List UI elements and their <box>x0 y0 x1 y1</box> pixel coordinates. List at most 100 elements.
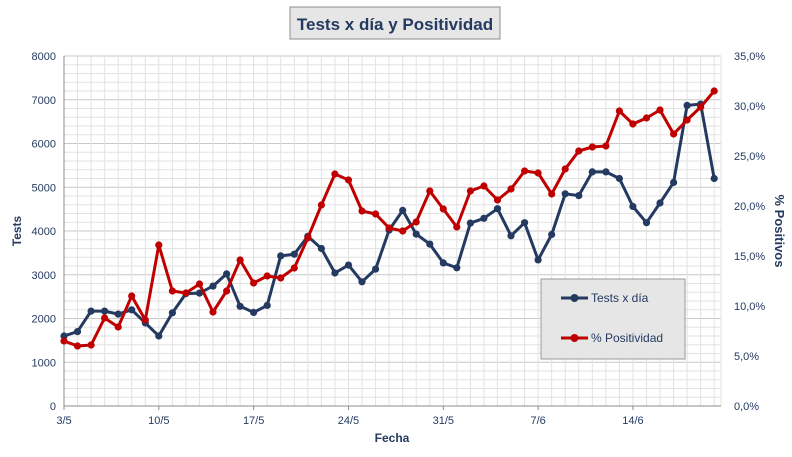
y-right-tick-label: 25,0% <box>734 151 765 163</box>
y-left-tick-label: 1000 <box>32 357 56 369</box>
data-point-positividad <box>60 337 68 345</box>
chart-title: Tests x día y Positividad <box>297 15 493 34</box>
y-right-tick-label: 30,0% <box>734 101 765 113</box>
data-point-positividad <box>615 107 624 115</box>
data-point-positividad <box>128 292 136 300</box>
data-point-tests <box>602 168 610 176</box>
legend-label-tests: Tests x día <box>591 291 649 305</box>
data-point-tests <box>277 252 285 260</box>
data-point-tests <box>344 261 353 269</box>
data-point-tests <box>615 174 624 183</box>
data-point-tests <box>114 310 122 318</box>
data-point-positividad <box>209 308 217 316</box>
y-right-tick-label: 35,0% <box>734 51 765 63</box>
data-point-tests <box>575 192 583 200</box>
data-point-tests <box>73 328 82 336</box>
legend: Tests x día % Positividad <box>540 278 686 360</box>
data-point-tests <box>548 230 556 239</box>
data-point-positividad <box>602 142 610 150</box>
data-point-tests <box>290 250 298 258</box>
y-right-tick-label: 5,0% <box>734 351 759 363</box>
data-point-positividad <box>304 234 312 242</box>
data-point-positividad <box>534 169 542 177</box>
data-point-positividad <box>412 218 420 226</box>
x-tick-label: 24/5 <box>338 415 359 427</box>
data-point-tests <box>642 219 651 227</box>
data-point-tests <box>453 264 461 272</box>
data-point-positividad <box>87 341 95 349</box>
data-point-tests <box>155 332 163 340</box>
data-point-positividad <box>426 187 434 195</box>
chart-title-box: Tests x día y Positividad <box>289 6 501 40</box>
y-right-tick-label: 0,0% <box>734 401 759 413</box>
data-point-positividad <box>466 187 474 195</box>
x-tick-label: 17/5 <box>243 415 264 427</box>
data-point-tests <box>710 174 718 183</box>
data-point-positividad <box>141 316 149 324</box>
legend-item-tests: Tests x día <box>561 291 649 305</box>
data-point-tests <box>480 214 488 222</box>
data-point-positividad <box>331 170 339 178</box>
y-right-tick-label: 20,0% <box>734 201 765 213</box>
data-point-positividad <box>453 223 461 231</box>
legend-item-positividad: % Positividad <box>561 331 663 345</box>
data-point-tests <box>670 178 678 186</box>
y-left-axis-title: Tests <box>10 215 24 246</box>
data-point-positividad <box>629 120 637 128</box>
data-point-positividad <box>195 280 204 288</box>
data-point-tests <box>263 301 271 309</box>
data-point-positividad <box>710 87 718 95</box>
data-point-tests <box>317 244 325 253</box>
data-point-positividad <box>223 287 231 295</box>
data-point-positividad <box>439 205 447 213</box>
data-point-positividad <box>168 287 176 295</box>
y-left-tick-label: 8000 <box>32 51 56 63</box>
x-tick-label: 31/5 <box>433 415 454 427</box>
data-point-tests <box>507 232 515 240</box>
data-point-tests <box>561 190 569 198</box>
data-point-positividad <box>399 227 407 235</box>
data-point-positividad <box>588 143 596 151</box>
data-point-tests <box>521 219 529 227</box>
data-point-tests <box>250 308 258 316</box>
data-point-positividad <box>236 256 244 264</box>
data-point-positividad <box>521 167 529 175</box>
data-point-positividad <box>493 196 502 204</box>
x-tick-label: 7/6 <box>530 415 545 427</box>
legend-label-positividad: % Positividad <box>591 331 663 345</box>
data-point-tests <box>399 206 407 214</box>
y-left-tick-label: 3000 <box>32 270 56 282</box>
data-point-tests <box>534 256 542 264</box>
data-point-tests <box>656 199 664 207</box>
legend-marker-positividad <box>570 334 579 342</box>
data-point-positividad <box>263 272 271 280</box>
x-tick-label: 3/5 <box>56 415 71 427</box>
y-right-tick-label: 15,0% <box>734 251 765 263</box>
data-point-tests <box>439 259 447 267</box>
data-point-positividad <box>114 323 122 331</box>
data-point-tests <box>128 306 136 314</box>
data-point-tests <box>236 302 244 310</box>
data-point-tests <box>588 168 596 176</box>
data-point-positividad <box>697 103 705 111</box>
data-point-tests <box>101 307 109 315</box>
data-point-tests <box>195 289 204 297</box>
data-point-positividad <box>670 130 678 138</box>
axes: 0 1000 2000 3000 4000 5000 6000 7000 8000 0,0% 5,0… <box>32 51 766 427</box>
series <box>60 87 718 350</box>
data-point-tests <box>358 278 366 286</box>
data-point-tests <box>60 332 68 340</box>
data-point-positividad <box>155 241 163 249</box>
data-point-tests <box>209 282 217 290</box>
data-point-tests <box>466 219 474 227</box>
data-point-positividad <box>385 224 393 232</box>
x-tick-label: 10/5 <box>148 415 169 427</box>
series-positividad <box>60 87 718 350</box>
data-point-positividad <box>290 264 298 272</box>
data-point-positividad <box>358 207 366 215</box>
data-point-positividad <box>480 182 488 190</box>
data-point-positividad <box>507 185 515 193</box>
data-point-tests <box>87 307 95 315</box>
data-point-positividad <box>548 190 556 198</box>
